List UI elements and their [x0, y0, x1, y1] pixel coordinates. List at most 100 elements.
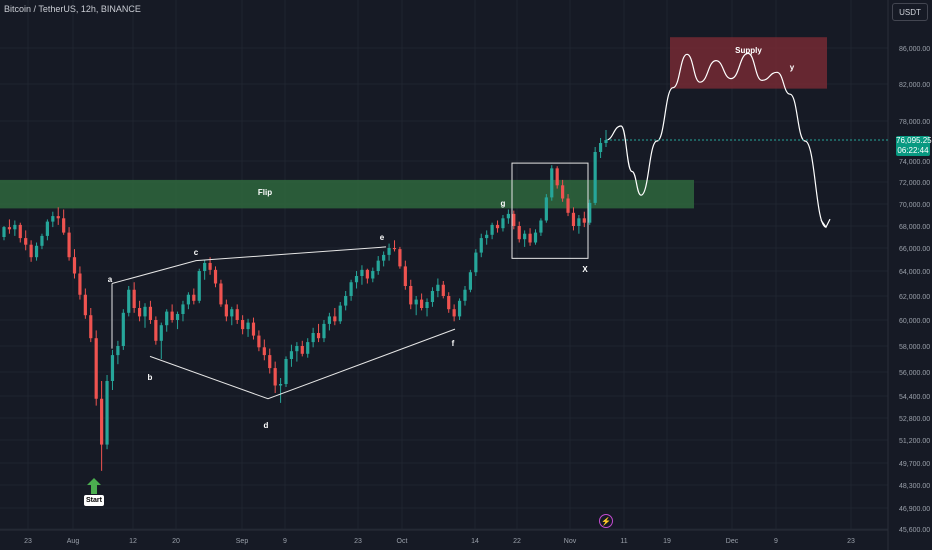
candle-body [219, 283, 223, 305]
candle-body [533, 232, 538, 243]
last-price-badge: 76,095.25 06:22:44 [896, 136, 932, 156]
zone-flip [0, 179, 694, 209]
candle-body [165, 311, 169, 326]
x-tick-label: 23 [847, 538, 855, 545]
y-tick-label: 56,000.00 [899, 370, 930, 377]
start-label: Start [84, 495, 104, 506]
candle-body [306, 342, 310, 354]
zone-label-supply: Supply [735, 46, 762, 55]
candle-body [241, 320, 245, 330]
y-tick-label: 58,000.00 [899, 344, 930, 351]
candle-body [78, 273, 82, 295]
zone-label-flip: Flip [258, 188, 272, 197]
y-tick-label: 52,800.00 [899, 416, 930, 423]
wave-label-f: f [452, 339, 455, 348]
candle-body [132, 289, 136, 308]
x-tick-label: 9 [283, 538, 287, 545]
candle-body [414, 299, 418, 305]
x-tick-label: 14 [471, 538, 479, 545]
candle-body [392, 248, 397, 250]
y-tick-label: 78,000.00 [899, 119, 930, 126]
candle-body [593, 152, 597, 203]
candle-body [311, 333, 315, 343]
candle-body [371, 271, 375, 279]
candle-body [186, 294, 190, 305]
y-tick-label: 66,000.00 [899, 246, 930, 253]
wave-label-b: b [148, 373, 153, 382]
x-tick-label: 23 [354, 538, 362, 545]
candle-body [208, 262, 212, 270]
x-tick-label: Dec [726, 538, 739, 545]
candle-body [181, 304, 185, 314]
candle-body [251, 322, 256, 336]
candle-body [463, 289, 467, 301]
candle-body [490, 224, 494, 235]
candle-body [316, 333, 321, 339]
candle-body [72, 257, 77, 274]
up-arrow-icon [87, 478, 101, 494]
zone-supply [670, 37, 827, 89]
candle-body [501, 218, 505, 229]
y-tick-label: 72,000.00 [899, 180, 930, 187]
consolidation-box [511, 162, 589, 259]
candle-body [89, 315, 93, 339]
symbol-title: Bitcoin / TetherUS, 12h, BINANCE [4, 4, 141, 14]
wave-label-y: y [790, 63, 795, 72]
candle-body [604, 140, 608, 143]
y-tick-label: 70,000.00 [899, 202, 930, 209]
candle-body [441, 284, 445, 296]
candle-body [322, 323, 326, 339]
wave-label-e: e [380, 233, 385, 242]
wave-label-d: d [264, 421, 269, 430]
candle-body [452, 309, 456, 317]
lightning-icon[interactable]: ⚡ [599, 514, 613, 528]
candle-body [268, 355, 272, 369]
candle-body [344, 296, 348, 306]
wave-label-c: c [194, 248, 199, 257]
candle-body [137, 308, 142, 317]
candle-body [300, 346, 304, 354]
candle-body [262, 347, 266, 356]
x-tick-label: Oct [397, 538, 408, 545]
candle-body [127, 289, 131, 313]
candle-body [485, 234, 489, 239]
candle-body [273, 368, 277, 386]
candle-body [94, 338, 98, 399]
candle-body [159, 325, 163, 341]
candle-body [387, 248, 391, 255]
candle-body [495, 224, 500, 229]
y-tick-label: 64,000.00 [899, 269, 930, 276]
candle-body [333, 316, 337, 322]
candle-body [577, 218, 581, 226]
candle-body [278, 384, 283, 386]
wave-line-lower [149, 328, 456, 400]
x-tick-label: 19 [663, 538, 671, 545]
candle-body [7, 227, 12, 230]
candle-body [121, 312, 125, 346]
candle-body [360, 269, 364, 276]
candle-body [83, 294, 87, 316]
candle-body [528, 233, 532, 243]
candle-body [13, 224, 17, 230]
candle-body [143, 306, 147, 317]
candle-body [582, 218, 586, 223]
x-tick-label: Sep [236, 538, 249, 545]
y-tick-label: 68,000.00 [899, 224, 930, 231]
candle-body [45, 221, 49, 236]
bar-countdown: 06:22:44 [897, 146, 929, 155]
candle-body [203, 262, 207, 271]
x-tick-label: Nov [564, 538, 577, 545]
candle-body [354, 276, 359, 283]
last-price-value: 76,095.25 [896, 136, 932, 145]
candle-body [544, 197, 548, 221]
candle-body [148, 306, 153, 320]
candle-body [430, 291, 435, 302]
wave-label-X: X [582, 265, 588, 274]
candle-body [154, 320, 158, 341]
candle-body [40, 235, 44, 246]
candle-body [550, 168, 554, 198]
candle-body [517, 226, 521, 240]
currency-selector[interactable]: USDT [892, 3, 928, 21]
